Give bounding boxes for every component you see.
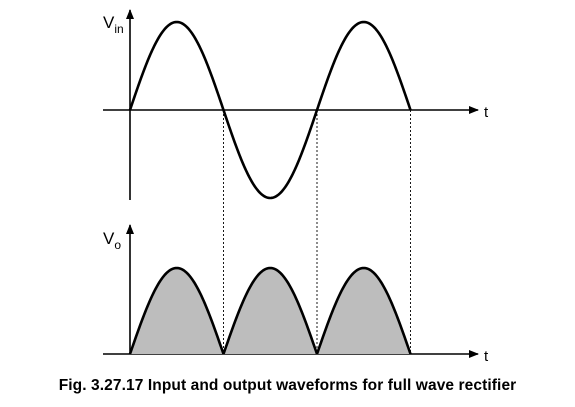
output-hump-curve-1 (128, 266, 225, 355)
input-x-label: t (484, 104, 489, 121)
output-hump-fill-2 (223, 268, 317, 354)
input-waveform (128, 20, 412, 200)
output-x-label: t (484, 348, 489, 365)
output-hump-curve-3 (315, 266, 412, 355)
output-hump-fill-1 (130, 268, 224, 354)
output-y-label: Vo (103, 229, 121, 252)
zero-crossing-guides (223, 110, 411, 354)
input-y-label: Vin (103, 13, 124, 36)
figure-caption: Fig. 3.27.17 Input and output waveforms … (58, 377, 517, 394)
output-waveform (128, 266, 412, 355)
output-hump-curve-2 (222, 266, 319, 355)
output-hump-fill-3 (317, 268, 411, 354)
